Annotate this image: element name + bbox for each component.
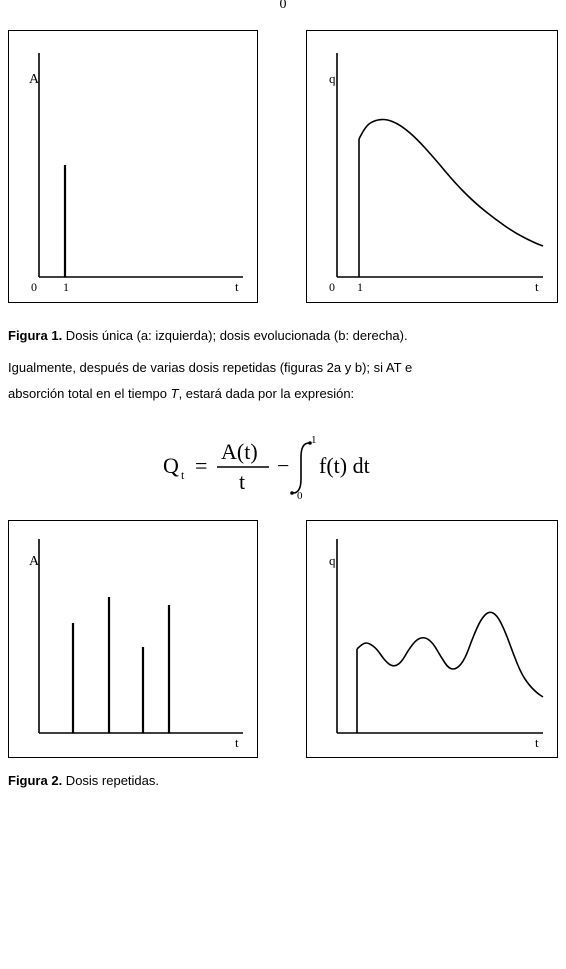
svg-text:f(t) dt: f(t) dt	[319, 453, 370, 478]
svg-text:1: 1	[357, 280, 363, 294]
figure-1-row: At 0 1 q t 0 1	[8, 30, 558, 303]
svg-text:1: 1	[311, 434, 317, 446]
svg-text:1: 1	[63, 280, 69, 294]
figure-2-caption: Figura 2. Dosis repetidas.	[8, 772, 558, 790]
equation-Qt: Qt = A(t) t − 1 0 f(t) dt	[8, 429, 558, 506]
svg-text:A: A	[29, 554, 40, 569]
figure-2-row: At qt	[8, 520, 558, 758]
figure-1-caption-text: Dosis única (a: izquierda); dosis evoluc…	[62, 328, 407, 343]
svg-text:0: 0	[297, 490, 303, 501]
figure-1b-box: q t 0 1	[306, 30, 558, 303]
svg-text:t: t	[235, 735, 239, 750]
svg-text:t: t	[239, 469, 245, 494]
body-line1: Igualmente, después de varias dosis repe…	[8, 360, 412, 375]
figure-2b-box: qt	[306, 520, 558, 758]
body-line2-prefix: absorción total en el tiempo	[8, 386, 171, 401]
figure-2-caption-text: Dosis repetidas.	[62, 773, 159, 788]
svg-text:0: 0	[31, 280, 37, 294]
svg-text:t: t	[235, 279, 239, 294]
svg-text:A: A	[29, 72, 40, 87]
equation-fragment-top: 0	[8, 0, 558, 20]
svg-text:A(t): A(t)	[221, 439, 258, 464]
body-line2-suffix: , estará dada por la expresión:	[179, 386, 355, 401]
figure-1-caption: Figura 1. Dosis única (a: izquierda); do…	[8, 327, 558, 345]
svg-text:0: 0	[329, 280, 335, 294]
svg-text:Q: Q	[163, 453, 179, 478]
svg-text:q: q	[329, 71, 336, 86]
body-time-var: T	[171, 386, 179, 401]
svg-text:−: −	[277, 453, 289, 478]
figure-2-caption-label: Figura 2.	[8, 773, 62, 788]
body-paragraph: Igualmente, después de varias dosis repe…	[8, 355, 558, 407]
svg-text:t: t	[535, 279, 539, 294]
eq-top-subscript: 0	[280, 0, 287, 12]
svg-text:t: t	[535, 735, 539, 750]
svg-text:q: q	[329, 553, 336, 568]
figure-2a-box: At	[8, 520, 258, 758]
svg-text:=: =	[195, 453, 207, 478]
figure-1-caption-label: Figura 1.	[8, 328, 62, 343]
figure-1a-box: At 0 1	[8, 30, 258, 303]
svg-text:t: t	[181, 468, 185, 482]
